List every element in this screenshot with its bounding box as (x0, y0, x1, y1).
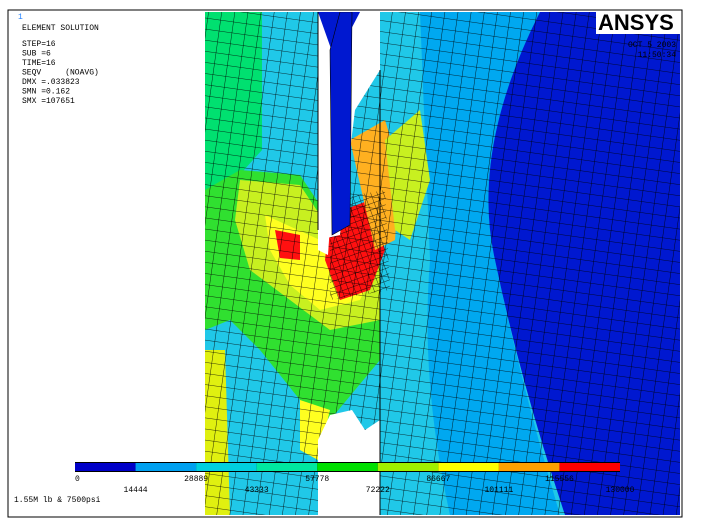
legend-label: 14444 (124, 486, 148, 495)
header-line: SMX =107651 (22, 97, 75, 106)
time: 11:50:34 (638, 51, 677, 60)
header-line: STEP=16 (22, 40, 56, 49)
caption: 1.55M lb & 7500psi (14, 496, 101, 505)
result-title: ELEMENT SOLUTION (22, 24, 99, 33)
legend-label: 72222 (366, 486, 390, 495)
contour-plot (205, 12, 680, 515)
legend-label: 86667 (426, 475, 450, 484)
header-line: SUB =6 (22, 50, 51, 59)
legend-swatch (75, 463, 136, 471)
window-number: 1 (18, 13, 23, 22)
legend-swatch (256, 463, 318, 471)
legend-label: 115556 (545, 475, 574, 484)
legend-swatch (317, 463, 378, 471)
legend-swatch (438, 463, 499, 471)
legend-label: 101111 (484, 486, 513, 495)
legend: 0 14444 28889 43333 57778 72222 86667 101111 115… (75, 462, 635, 495)
legend-swatch (377, 463, 439, 471)
logo-box (596, 12, 682, 34)
legend-swatch (135, 463, 197, 471)
header-line: SEQV (NOAVG) (22, 69, 99, 78)
legend-swatch (196, 463, 257, 471)
legend-swatch (498, 463, 560, 471)
header-line: SMN =0.162 (22, 88, 70, 97)
legend-label: 0 (75, 475, 80, 484)
header-line: DMX =.033823 (22, 78, 80, 87)
header-line: TIME=16 (22, 59, 56, 68)
legend-label: 43333 (245, 486, 269, 495)
legend-swatch (559, 463, 620, 471)
legend-label: 28889 (184, 475, 208, 484)
date: OCT 5 2003 (628, 41, 676, 50)
legend-label: 130000 (606, 486, 635, 495)
logo: ANSYS (598, 10, 674, 35)
legend-label: 57778 (305, 475, 329, 484)
